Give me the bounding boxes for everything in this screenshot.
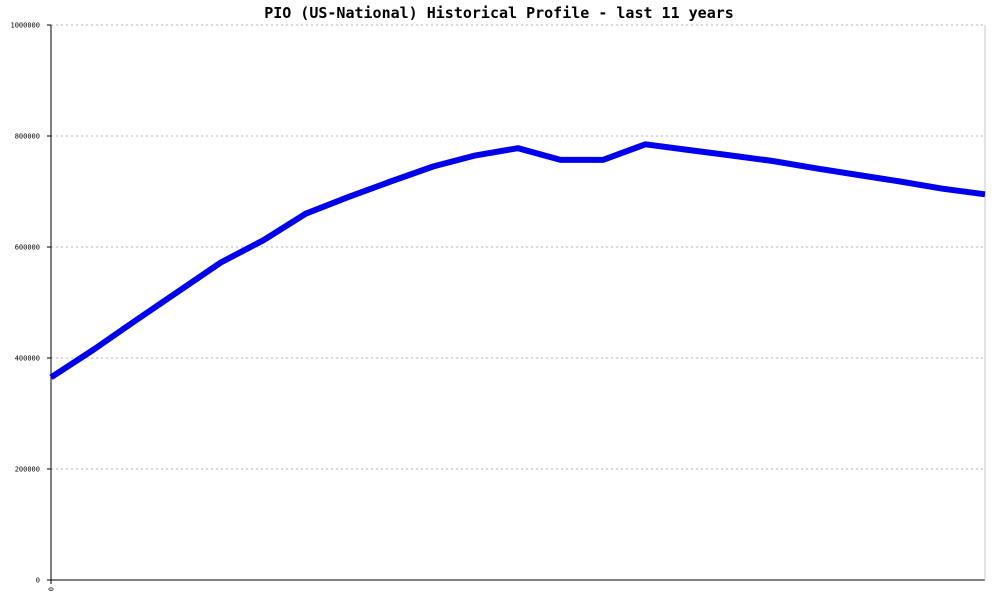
y-tick-label: 400000 [15,355,40,363]
chart-title: PIO (US-National) Historical Profile - l… [264,4,734,22]
y-tick-label: 800000 [15,133,40,141]
y-tick-label: 1000000 [10,22,40,30]
y-tick-label: 0 [36,577,40,585]
gridlines [51,24,985,470]
tick-labels: 0 200000 400000 600000 800000 1000000 0 [10,22,55,592]
y-tick-label: 200000 [15,466,40,474]
y-tick-label: 600000 [15,244,40,252]
axes [47,24,986,584]
series-lines [49,141,986,380]
x-tick-label: 0 [48,587,56,591]
series-line-0 [49,141,986,380]
